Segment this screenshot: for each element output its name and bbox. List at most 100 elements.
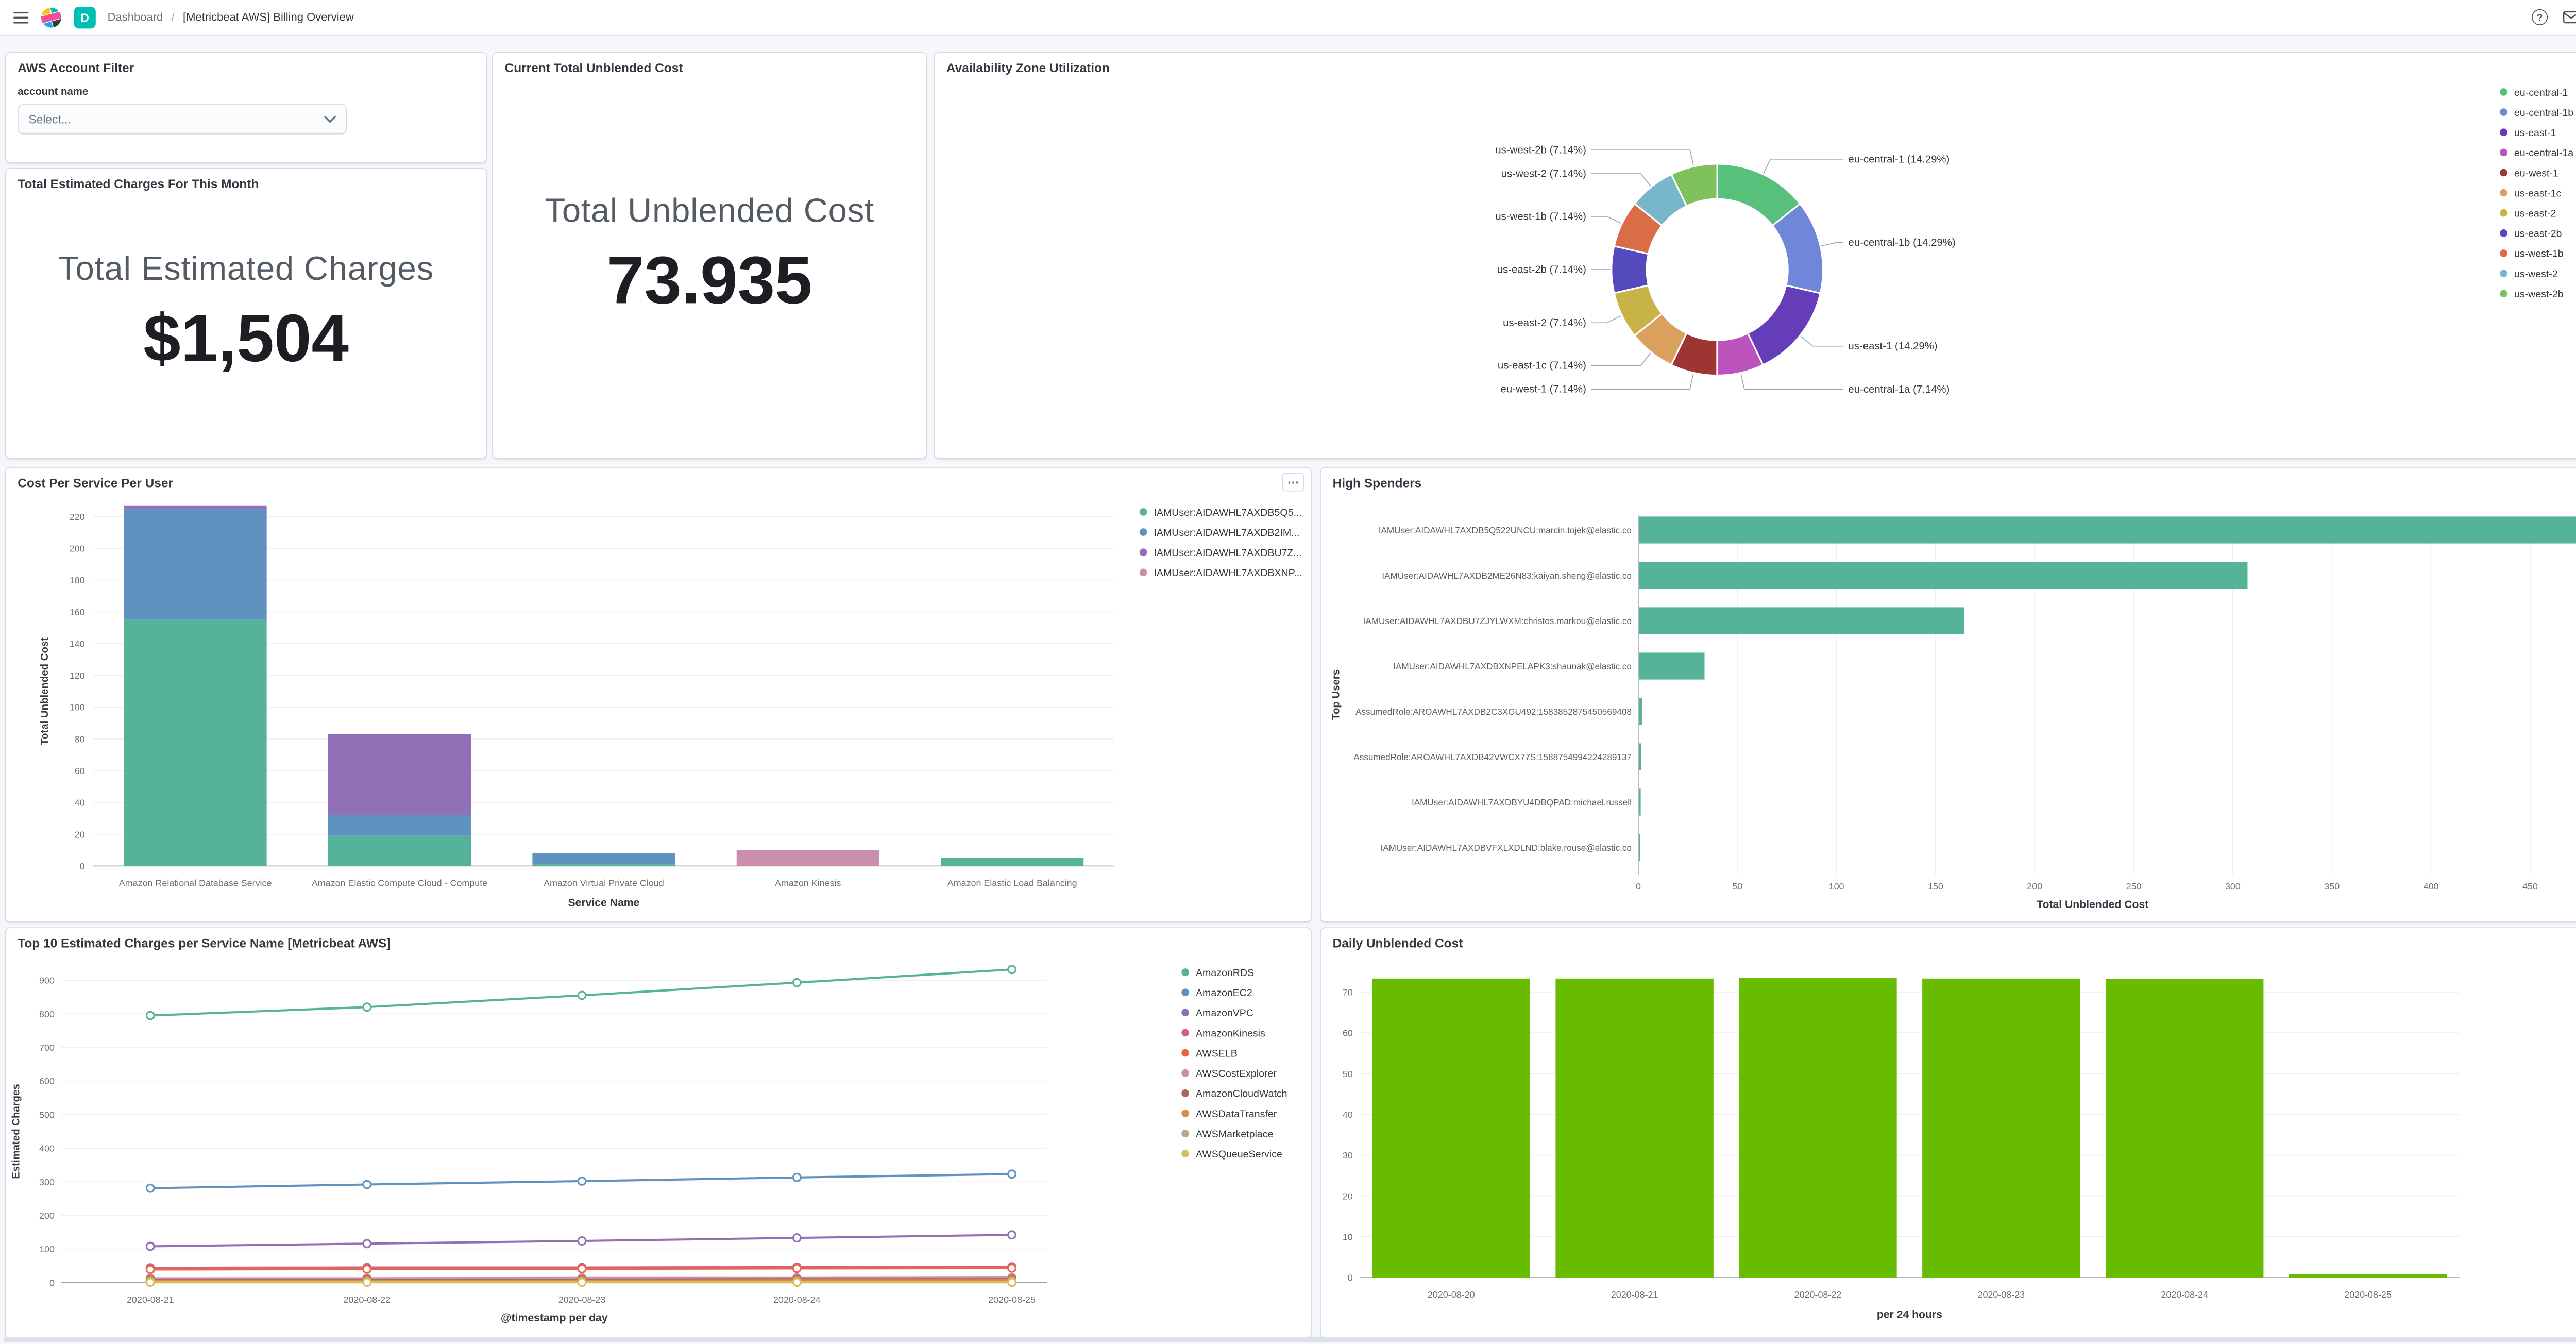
legend-item-eu-central-1[interactable]: eu-central-1	[2500, 85, 2573, 99]
legend-item-us-east-2[interactable]: us-east-2	[2500, 206, 2573, 220]
bar-segment[interactable]	[736, 850, 879, 866]
legend-item-us-east-1[interactable]: us-east-1	[2500, 125, 2573, 140]
data-point[interactable]	[145, 1278, 155, 1287]
legend-item-AmazonEC2[interactable]: AmazonEC2	[1181, 985, 1287, 1000]
data-point[interactable]	[362, 1239, 372, 1249]
legend-item-AmazonCloudWatch[interactable]: AmazonCloudWatch	[1181, 1086, 1287, 1100]
legend-item-AWSELB[interactable]: AWSELB	[1181, 1046, 1287, 1060]
data-point[interactable]	[1007, 1278, 1016, 1287]
legend-item-us-west-2b[interactable]: us-west-2b	[2500, 287, 2573, 301]
help-button[interactable]: ?	[2532, 4, 2548, 30]
bar-segment[interactable]	[124, 508, 267, 620]
data-point[interactable]	[362, 1180, 372, 1189]
legend-item-us-east-1c[interactable]: us-east-1c	[2500, 186, 2573, 200]
y-category-label: IAMUser:AIDAWHL7AXDBU7ZJYLWXM:christos.m…	[1363, 616, 1632, 626]
bar[interactable]	[1555, 978, 1714, 1278]
data-point[interactable]	[1007, 965, 1016, 975]
bar-segment[interactable]	[328, 815, 471, 836]
bar[interactable]	[2289, 1274, 2447, 1278]
legend-item-us-east-2b[interactable]: us-east-2b	[2500, 226, 2573, 240]
data-point[interactable]	[362, 1264, 372, 1274]
y-tick-label: 20	[1343, 1191, 1353, 1201]
legend-item-eu-central-1b[interactable]: eu-central-1b	[2500, 105, 2573, 120]
data-point[interactable]	[792, 1172, 802, 1182]
x-tick-label: 2020-08-20	[1428, 1289, 1475, 1300]
x-tick-label: 350	[2324, 881, 2340, 892]
bar[interactable]	[1639, 652, 1705, 680]
y-category-label: IAMUser:AIDAWHL7AXDBXNPELAPK3:shaunak@el…	[1393, 662, 1632, 671]
x-tick-label: Amazon Virtual Private Cloud	[544, 878, 664, 888]
legend-item-us-west-1b[interactable]: us-west-1b	[2500, 246, 2573, 261]
donut-legend: eu-central-1 eu-central-1b us-east-1 eu-cen…	[2500, 85, 2573, 307]
legend-label: AWSQueueService	[1195, 1148, 1282, 1160]
legend-dot	[1181, 1089, 1189, 1097]
slice-label: eu-central-1a (7.14%)	[1848, 384, 1950, 395]
bar[interactable]	[1639, 607, 1964, 634]
data-point[interactable]	[792, 978, 802, 987]
bar-segment[interactable]	[124, 619, 267, 866]
data-point[interactable]	[362, 1002, 372, 1012]
bar-segment[interactable]	[532, 853, 675, 865]
legend-item-IAMUser:AIDAWHL7AXDBU7Z...[interactable]: IAMUser:AIDAWHL7AXDBU7Z...	[1139, 545, 1302, 560]
horizontal-scrollbar[interactable]	[3, 1337, 2576, 1342]
legend-item-AmazonRDS[interactable]: AmazonRDS	[1181, 965, 1287, 980]
donut-slice-us-west-2b[interactable]	[1670, 163, 1718, 208]
legend-item-AmazonVPC[interactable]: AmazonVPC	[1181, 1005, 1287, 1020]
legend-item-AWSMarketplace[interactable]: AWSMarketplace	[1181, 1127, 1287, 1141]
bar[interactable]	[1639, 834, 1640, 861]
bar[interactable]	[1639, 516, 2576, 544]
legend-item-AWSCostExplorer[interactable]: AWSCostExplorer	[1181, 1066, 1287, 1080]
legend-dot	[2500, 108, 2507, 116]
bar[interactable]	[1639, 788, 1641, 816]
y-tick-label: 10	[1343, 1232, 1353, 1242]
legend-item-AmazonKinesis[interactable]: AmazonKinesis	[1181, 1026, 1287, 1040]
x-tick-label: 2020-08-21	[127, 1295, 174, 1305]
data-point[interactable]	[577, 1278, 587, 1287]
breadcrumb-dashboard[interactable]: Dashboard	[107, 11, 163, 24]
donut-slice-us-east-1[interactable]	[1747, 284, 1822, 366]
legend-item-IAMUser:AIDAWHL7AXDB2IM...[interactable]: IAMUser:AIDAWHL7AXDB2IM...	[1139, 525, 1302, 540]
bar[interactable]	[1922, 978, 2080, 1278]
data-point[interactable]	[145, 1011, 155, 1020]
data-point[interactable]	[577, 1236, 587, 1246]
data-point[interactable]	[1007, 1263, 1016, 1273]
y-tick-label: 20	[75, 829, 85, 839]
menu-button[interactable]	[13, 4, 29, 30]
bar-segment[interactable]	[532, 864, 675, 866]
elastic-logo[interactable]	[40, 4, 62, 30]
data-point[interactable]	[577, 1177, 587, 1186]
bar[interactable]	[1639, 698, 1642, 725]
newsfeed-button[interactable]	[2563, 4, 2576, 30]
data-point[interactable]	[577, 990, 587, 1000]
bar[interactable]	[1739, 978, 1897, 1278]
bar[interactable]	[1639, 562, 2248, 589]
legend-item-AWSQueueService[interactable]: AWSQueueService	[1181, 1147, 1287, 1161]
bar-segment[interactable]	[328, 734, 471, 815]
legend-item-AWSDataTransfer[interactable]: AWSDataTransfer	[1181, 1106, 1287, 1121]
data-point[interactable]	[1007, 1169, 1016, 1179]
data-point[interactable]	[145, 1265, 155, 1274]
data-point[interactable]	[792, 1278, 802, 1287]
account-name-select[interactable]: Select...	[18, 104, 347, 135]
legend-item-us-west-2[interactable]: us-west-2	[2500, 266, 2573, 281]
bar[interactable]	[1639, 743, 1641, 770]
legend-item-IAMUser:AIDAWHL7AXDB5Q5...[interactable]: IAMUser:AIDAWHL7AXDB5Q5...	[1139, 505, 1302, 519]
bar-segment[interactable]	[124, 505, 267, 509]
bar-segment[interactable]	[328, 835, 471, 866]
data-point[interactable]	[792, 1233, 802, 1243]
data-point[interactable]	[792, 1264, 802, 1273]
slice-label: us-west-2 (7.14%)	[1501, 169, 1586, 180]
data-point[interactable]	[1007, 1230, 1016, 1240]
data-point[interactable]	[145, 1241, 155, 1251]
bar[interactable]	[2105, 979, 2264, 1278]
data-point[interactable]	[145, 1183, 155, 1193]
panel-options-button[interactable]: ⋯	[1282, 473, 1304, 492]
data-point[interactable]	[577, 1264, 587, 1274]
legend-item-eu-central-1a[interactable]: eu-central-1a	[2500, 145, 2573, 160]
bar[interactable]	[1372, 978, 1530, 1278]
y-tick-label: 800	[39, 1009, 55, 1019]
data-point[interactable]	[362, 1278, 372, 1287]
legend-item-IAMUser:AIDAWHL7AXDBXNP...[interactable]: IAMUser:AIDAWHL7AXDBXNP...	[1139, 565, 1302, 580]
bar-segment[interactable]	[941, 858, 1084, 866]
legend-item-eu-west-1[interactable]: eu-west-1	[2500, 165, 2573, 180]
